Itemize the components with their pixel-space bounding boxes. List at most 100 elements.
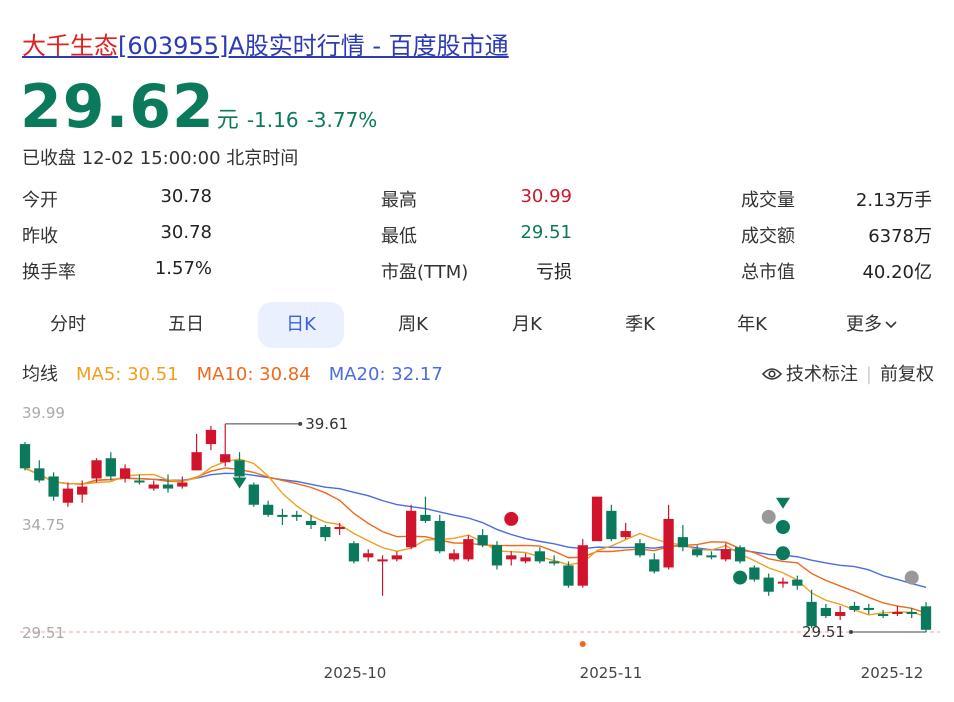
stat-item: 换手率 1.57% <box>22 258 212 284</box>
candle-body <box>835 611 846 617</box>
low-label: 29.51 <box>802 623 845 641</box>
stat-item: 今开 30.78 <box>22 186 212 212</box>
event-marker <box>775 520 790 535</box>
y-tick-label: 29.51 <box>22 624 65 642</box>
candle-body <box>634 543 646 556</box>
candle-body <box>749 567 760 580</box>
candle-body <box>577 545 588 586</box>
adjust-button[interactable]: 前复权 <box>880 364 934 385</box>
tools-divider: | <box>865 364 872 385</box>
tab-4[interactable]: 月K <box>484 302 570 348</box>
candle-body <box>420 514 431 521</box>
market-status: 已收盘 12-02 15:00:00 北京时间 <box>22 148 299 169</box>
current-price: 29.62 <box>20 72 215 142</box>
tab-label: 季K <box>625 314 655 335</box>
event-marker-small <box>579 641 586 647</box>
tab-label: 月K <box>512 314 542 335</box>
stat-item: 成交额 6378万 <box>741 222 932 248</box>
stat-value: 2.13万手 <box>855 190 932 211</box>
candle-body <box>849 605 860 610</box>
stat-label: 成交额 <box>741 226 795 247</box>
candle-body <box>191 452 202 471</box>
stat-item: 最低 29.51 <box>381 222 572 248</box>
candle-body <box>906 611 917 614</box>
candle-body <box>692 549 703 556</box>
title-rest[interactable]: [603955]A股实时行情 - 百度股市通 <box>118 32 509 60</box>
tab-1[interactable]: 五日 <box>143 302 229 348</box>
candle-body <box>448 553 460 560</box>
candle-body <box>591 496 603 542</box>
candle-body <box>105 458 116 477</box>
candle-body <box>720 549 731 560</box>
tab-7[interactable]: 更多 <box>829 302 915 348</box>
tab-label: 更多 <box>846 314 882 335</box>
candle-body <box>148 484 159 489</box>
ma5-line <box>24 458 927 618</box>
eye-icon <box>761 368 782 380</box>
stat-item: 市盈(TTM) 亏损 <box>381 258 572 284</box>
candle-body <box>134 480 145 483</box>
candle-body <box>549 561 560 564</box>
event-marker <box>504 511 519 526</box>
candle-body <box>363 553 374 558</box>
candle-body <box>649 559 660 572</box>
candle-body <box>91 460 102 479</box>
candle-body <box>606 510 617 540</box>
tab-0[interactable]: 分时 <box>25 302 111 348</box>
candle-body <box>463 539 474 560</box>
event-marker <box>904 570 919 585</box>
x-tick-label: 2025-12 <box>861 664 924 682</box>
candle-body <box>820 607 832 617</box>
tab-label: 周K <box>398 314 428 335</box>
candle-body <box>763 577 774 592</box>
kline-chart[interactable]: 39.99 34.75 29.51 39.61 29.51 2025-10 2025-11 2… <box>0 400 954 700</box>
candle-body <box>320 527 331 538</box>
annotate-button[interactable]: 技术标注 <box>761 364 858 385</box>
stat-label: 最低 <box>381 226 417 247</box>
page-title-link[interactable]: 大千生态[603955]A股实时行情 - 百度股市通 <box>22 26 509 61</box>
candle-body <box>34 468 45 481</box>
high-marker-dot <box>298 421 303 426</box>
stat-item: 最高 30.99 <box>381 186 572 212</box>
stat-item: 成交量 2.13万手 <box>741 186 932 212</box>
event-marker <box>775 497 790 509</box>
candle-body <box>334 527 345 530</box>
candle-body <box>391 555 402 560</box>
candle-body <box>277 514 288 517</box>
ma-legend: 均线 MA5: 30.51 MA10: 30.84 MA20: 32.17 <box>22 360 461 386</box>
stat-label: 总市值 <box>741 262 795 283</box>
candle-body <box>291 514 302 517</box>
candle-body <box>677 537 689 548</box>
stat-label: 成交量 <box>741 190 795 211</box>
candle-body <box>563 565 574 586</box>
candle-body <box>734 547 746 562</box>
candle-body <box>248 484 259 505</box>
candle-body <box>777 581 789 584</box>
candle-body <box>477 535 488 546</box>
candle-body <box>534 551 546 562</box>
stat-value: 30.78 <box>160 222 212 243</box>
candle-body <box>877 613 889 617</box>
stat-label: 市盈(TTM) <box>381 262 469 283</box>
candle-body <box>177 482 188 487</box>
stat-value: 40.20亿 <box>862 262 932 283</box>
candle-body <box>119 468 131 479</box>
price-row: 29.62元 -1.16 -3.77% <box>20 72 377 142</box>
stat-value: 6378万 <box>868 226 932 247</box>
tab-label: 五日 <box>168 314 204 335</box>
x-tick-label: 2025-11 <box>580 664 643 682</box>
candle-body <box>806 601 817 627</box>
tab-2[interactable]: 日K <box>258 302 344 348</box>
tab-6[interactable]: 年K <box>709 302 795 348</box>
ma5-value: MA5: 30.51 <box>76 364 179 385</box>
ma20-line <box>24 467 927 588</box>
tab-3[interactable]: 周K <box>370 302 456 348</box>
tab-5[interactable]: 季K <box>597 302 683 348</box>
candle-body <box>920 606 932 630</box>
annotate-label: 技术标注 <box>785 364 858 385</box>
candle-body <box>706 555 717 558</box>
stock-name[interactable]: 大千生态 <box>22 32 118 60</box>
ma10-value: MA10: 30.84 <box>196 364 311 385</box>
price-unit: 元 <box>216 108 239 133</box>
candle-body <box>506 555 517 560</box>
